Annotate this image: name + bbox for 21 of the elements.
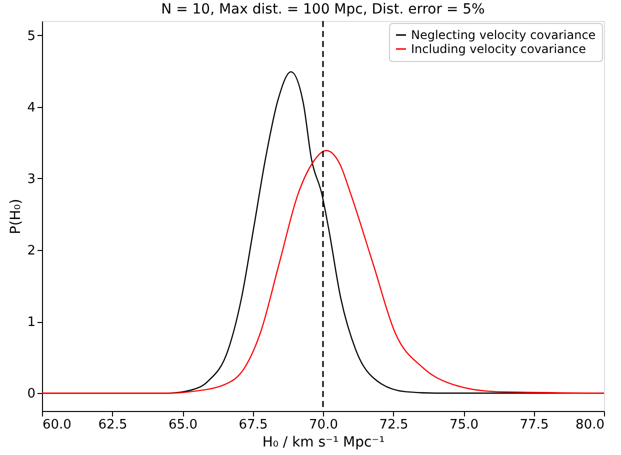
chart-title: N = 10, Max dist. = 100 Mpc, Dist. error = 5%	[161, 1, 485, 18]
x-tick-label: 67.5	[238, 418, 268, 432]
x-tick-label: 77.5	[520, 418, 549, 432]
x-tick-label: 60.0	[42, 418, 72, 432]
x-tick-label: 65.0	[168, 418, 198, 432]
y-tick-label: 1	[27, 315, 36, 330]
x-axis-title: H₀ / km s⁻¹ Mpc⁻¹	[262, 434, 385, 450]
y-tick-label: 2	[27, 243, 36, 258]
y-tick-label: 5	[27, 28, 36, 44]
x-tick-label: 72.5	[379, 418, 408, 432]
y-tick-label: 4	[27, 100, 36, 116]
legend-label: Neglecting velocity covariance	[411, 28, 596, 42]
y-axis-title: P(H₀)	[8, 198, 24, 234]
y-tick-label: 3	[27, 172, 36, 187]
y-tick-label: 0	[27, 386, 36, 402]
x-tick-label: 62.5	[98, 418, 128, 432]
line-series	[42, 150, 604, 394]
x-tick-label: 70.0	[309, 418, 338, 432]
x-tick-label: 75.0	[450, 418, 478, 432]
legend-label: Including velocity covariance	[411, 42, 586, 56]
x-tick-label: 80.0	[576, 418, 604, 432]
